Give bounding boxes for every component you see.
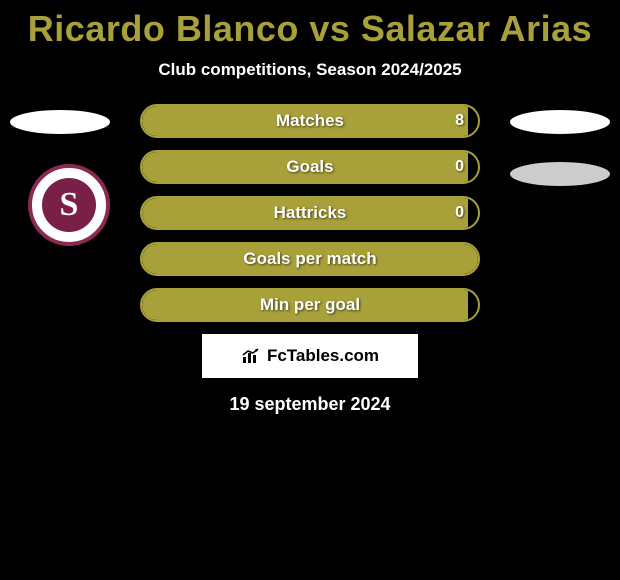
page-title: Ricardo Blanco vs Salazar Arias: [0, 0, 620, 50]
stat-bar-value: 8: [455, 106, 464, 136]
stat-bar-label: Goals: [142, 152, 478, 182]
stat-bar: Hattricks0: [140, 196, 480, 230]
stat-bar-label: Goals per match: [142, 244, 478, 274]
attribution-badge: FcTables.com: [202, 334, 418, 378]
stat-bar: Matches8: [140, 104, 480, 138]
stat-bar: Min per goal: [140, 288, 480, 322]
stat-bar-label: Hattricks: [142, 198, 478, 228]
chart-icon: [241, 347, 263, 365]
stat-bars: Matches8Goals0Hattricks0Goals per matchM…: [140, 104, 480, 322]
stat-bar-value: 0: [455, 198, 464, 228]
comparison-panel: S Matches8Goals0Hattricks0Goals per matc…: [0, 104, 620, 415]
club-logo: S: [28, 164, 110, 246]
subtitle: Club competitions, Season 2024/2025: [0, 60, 620, 80]
attribution-text: FcTables.com: [267, 346, 379, 366]
stat-bar-label: Min per goal: [142, 290, 478, 320]
player-right-placeholder-2: [510, 162, 610, 186]
stat-bar: Goals per match: [140, 242, 480, 276]
player-left-placeholder: [10, 110, 110, 134]
player-right-placeholder-1: [510, 110, 610, 134]
stat-bar: Goals0: [140, 150, 480, 184]
club-logo-letter: S: [42, 178, 96, 232]
date-label: 19 september 2024: [0, 394, 620, 415]
stat-bar-value: 0: [455, 152, 464, 182]
stat-bar-label: Matches: [142, 106, 478, 136]
